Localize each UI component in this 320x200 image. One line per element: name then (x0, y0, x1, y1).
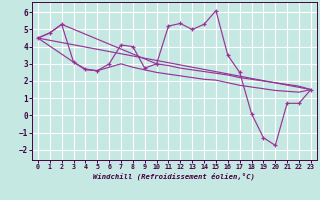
X-axis label: Windchill (Refroidissement éolien,°C): Windchill (Refroidissement éolien,°C) (93, 173, 255, 180)
